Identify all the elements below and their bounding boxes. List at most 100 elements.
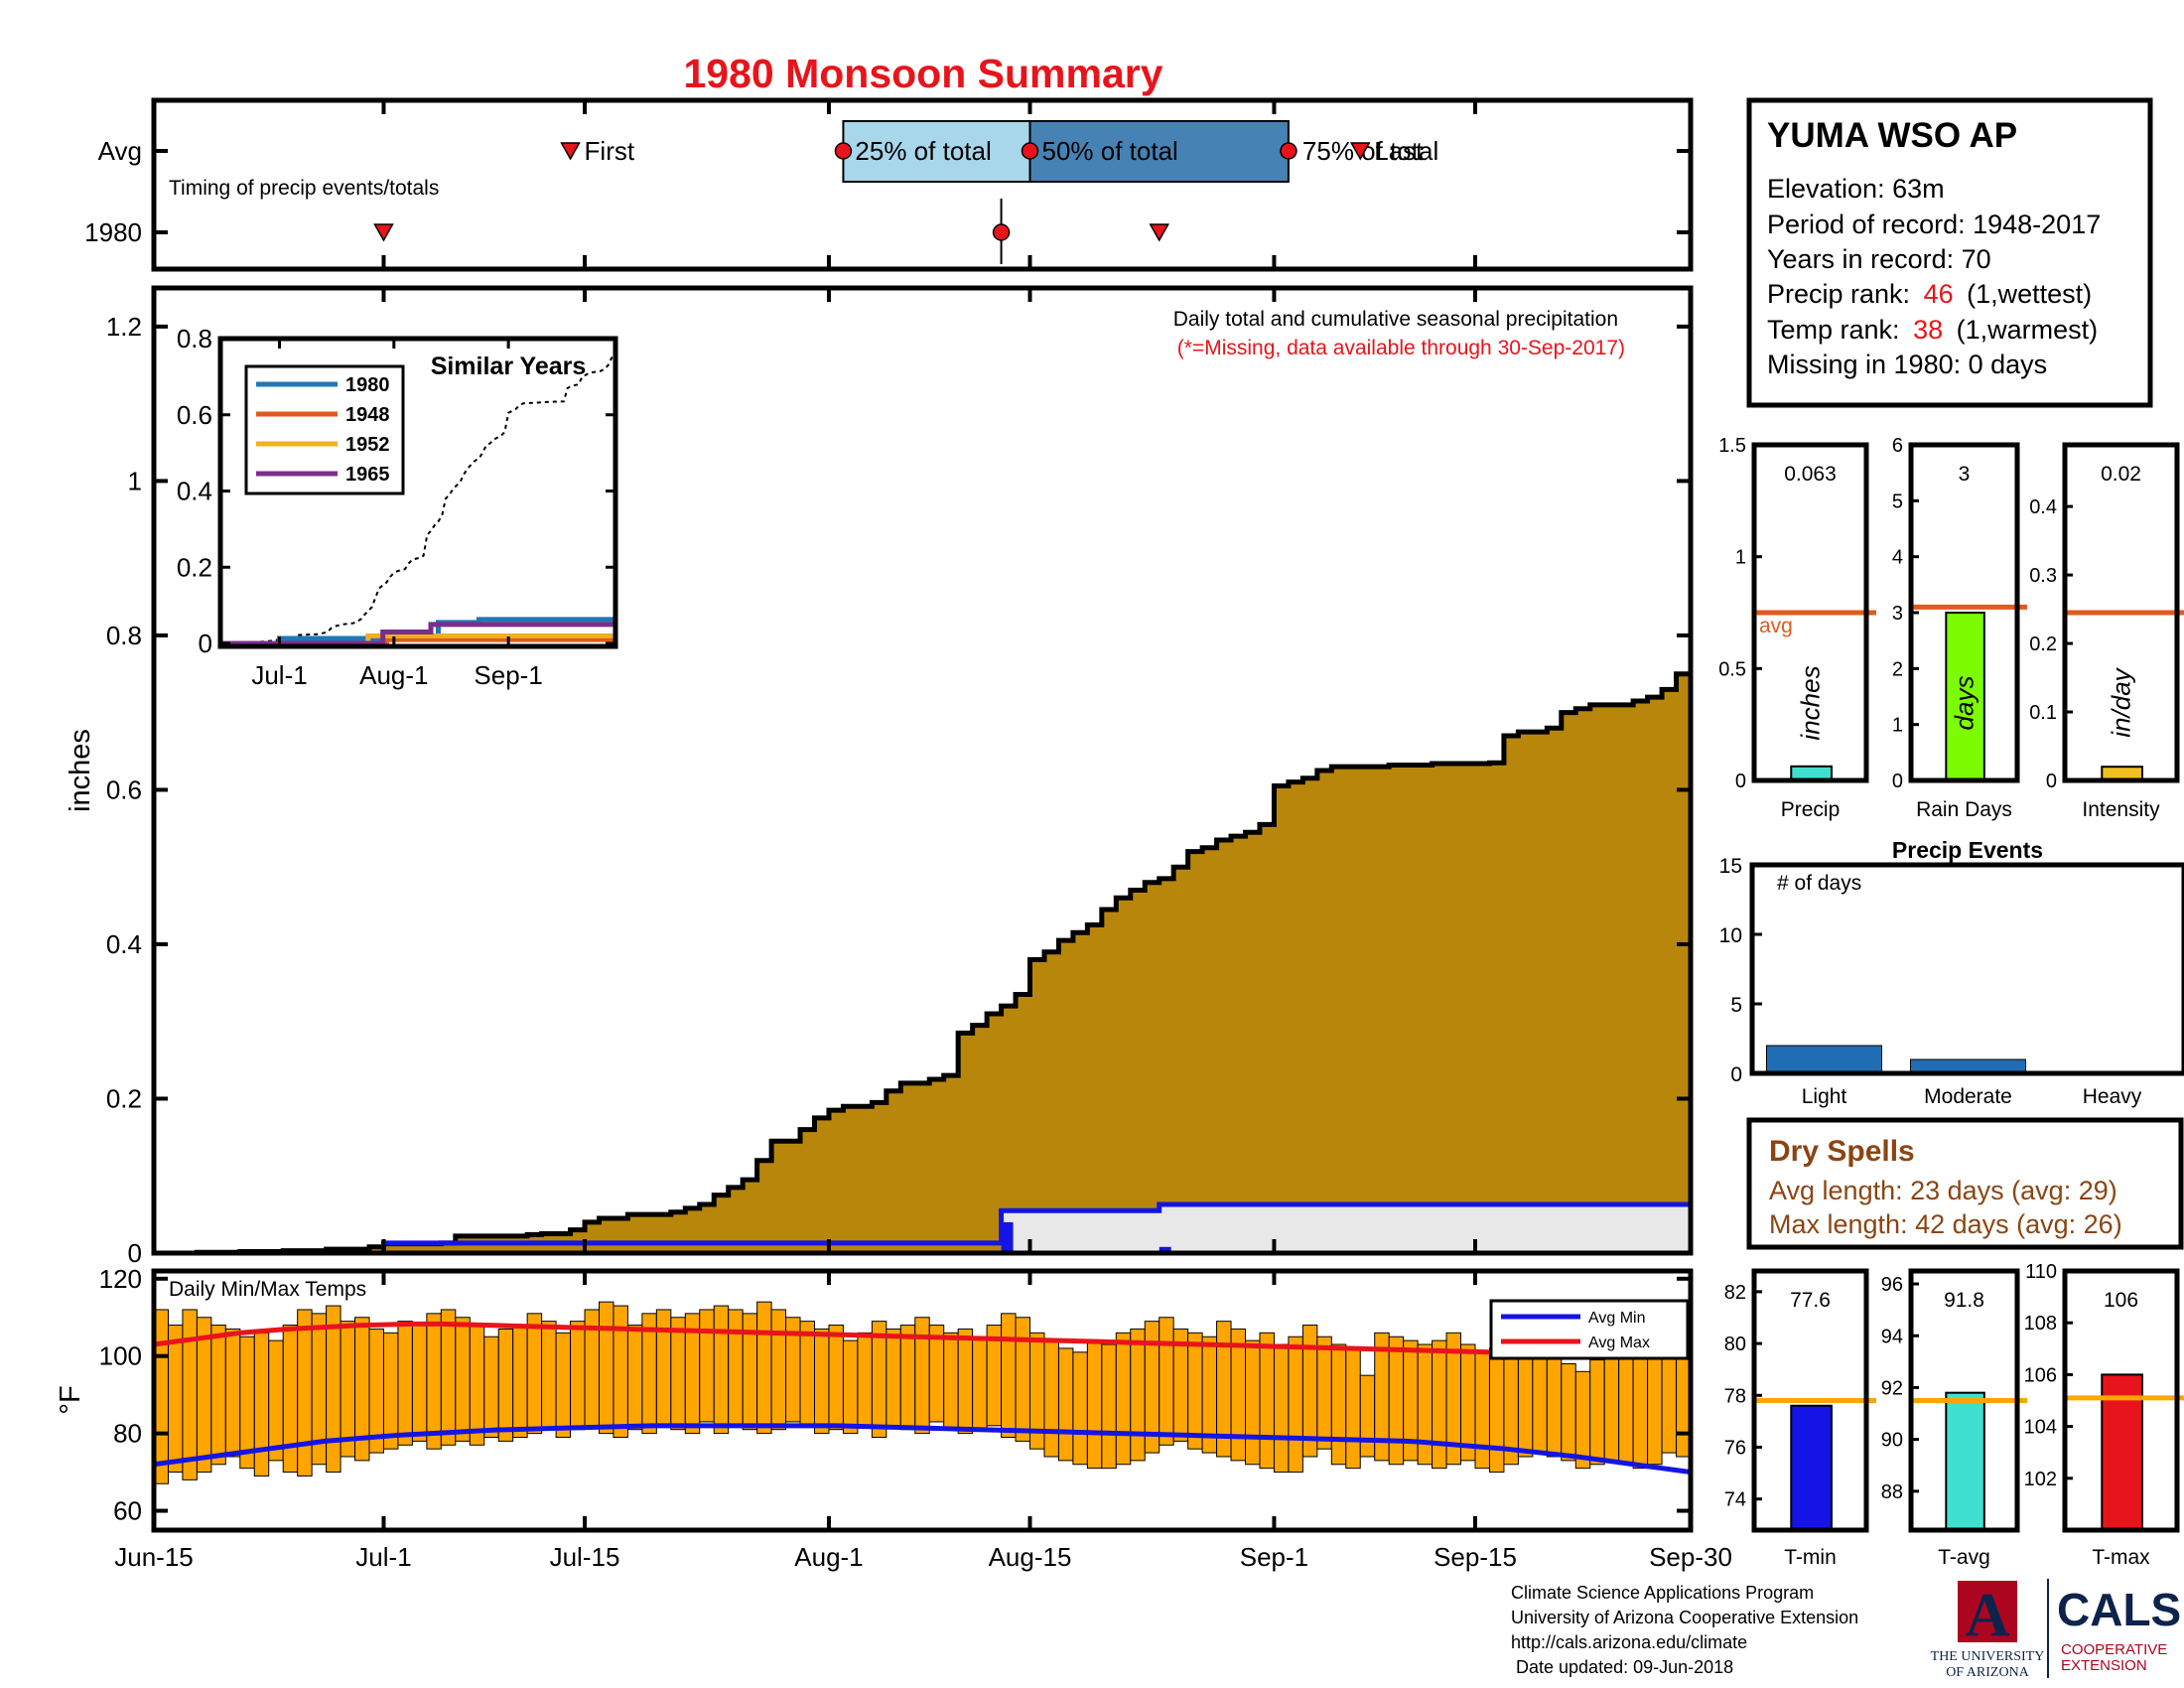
temps-chart: 60 80 100 120 Daily Min/Max Temps °F Avg Mi… — [55, 1264, 1694, 1533]
avg-p25-marker — [834, 142, 853, 160]
timing-row-label-avg: Avg — [98, 136, 142, 166]
temp-range-bar-22 — [469, 1325, 485, 1446]
similar-legend-label-1952: 1952 — [345, 434, 390, 456]
tmax_bar-ytick-label-4: 110 — [2025, 1261, 2057, 1283]
temp-range-bar-105 — [1661, 1351, 1678, 1454]
dry-spells-frame — [1746, 1117, 2184, 1250]
tmax_bar-ytick-label-3: 108 — [2024, 1313, 2057, 1335]
small-chart-tavg_bar: 88 90 92 94 96 91.8 T-avg — [1881, 1268, 2027, 1569]
temp-range-bar-104 — [1647, 1347, 1663, 1466]
temps-ytick-label-2: 100 — [99, 1341, 142, 1371]
tmin_bar-ytick-label-3: 80 — [1724, 1334, 1746, 1355]
similar-ytick-label-0: 0 — [199, 629, 212, 658]
avg-last-marker — [1349, 142, 1371, 161]
small-chart-tmax_bar: 102 104 106 108 110 106 T-max — [2024, 1261, 2184, 1569]
raindays_bar-category-label: Rain Days — [1916, 798, 2012, 821]
temp-range-bar-77 — [1259, 1332, 1275, 1470]
daily-precip-bar-1 — [1159, 1246, 1171, 1253]
tmax_bar-value-bar — [2101, 1373, 2143, 1532]
temp-range-bar-8 — [268, 1339, 284, 1462]
xtick-label-0: Jun-15 — [114, 1542, 194, 1572]
main-annotation: Daily total and cumulative seasonal prec… — [1173, 308, 1618, 331]
avg-cumulative-area — [154, 673, 1691, 1253]
station-name: YUMA WSO AP — [1767, 116, 2017, 155]
temp-range-bar-102 — [1618, 1347, 1634, 1466]
tmin_bar-value-label: 77.6 — [1790, 1289, 1831, 1312]
temps-ytick-label-1: 80 — [113, 1419, 142, 1449]
cals-logo: CALS COOPERATIVE EXTENSION — [2057, 1584, 2181, 1674]
temp-range-bar-12 — [326, 1305, 341, 1474]
raindays_bar-value-label: 3 — [1959, 463, 1971, 486]
main-plot-area — [154, 671, 1691, 1256]
temp-range-bar-75 — [1230, 1328, 1247, 1462]
events-ytick-label-3: 15 — [1719, 855, 1742, 878]
temp-range-bar-62 — [1043, 1339, 1059, 1458]
temp-range-bar-92 — [1474, 1351, 1490, 1470]
intensity_bar-frame — [2062, 442, 2180, 783]
temps-legend: Avg Min Avg Max — [1489, 1299, 1690, 1360]
temp-range-bar-93 — [1488, 1347, 1505, 1474]
station-info-frame — [1746, 97, 2153, 408]
temp-range-bar-84 — [1359, 1374, 1376, 1458]
intensity_bar-value-label: 0.02 — [2101, 463, 2141, 486]
temp-rank-label: Temp rank: — [1767, 315, 1900, 345]
events-frame — [1749, 862, 2184, 1076]
avg-first-label: First — [585, 136, 635, 166]
university-of-arizona-logo: A THE UNIVERSITY OF ARIZONA — [1931, 1581, 2044, 1680]
temp-rank: Temp rank: 38 (1,warmest) — [1767, 315, 2098, 345]
footer-line-4: Date updated: 09-Jun-2018 — [1516, 1657, 1733, 1677]
similar-xtick-label-1: Aug-1 — [359, 660, 428, 690]
temps-axis-ticks: 60 80 100 120 — [99, 1264, 1691, 1526]
year-first-marker — [373, 223, 394, 242]
temp-range-bar-60 — [1015, 1317, 1031, 1442]
timing-row-label-year: 1980 — [84, 217, 142, 247]
temp-range-bar-83 — [1345, 1347, 1361, 1470]
temp-range-bar-55 — [943, 1332, 959, 1431]
temp-range-bar-72 — [1187, 1332, 1203, 1450]
temp-range-bar-7 — [253, 1332, 270, 1477]
temp-range-bar-24 — [497, 1328, 514, 1442]
year-p50-marker — [992, 223, 1011, 241]
events-category-label-light: Light — [1802, 1085, 1847, 1108]
figure-title: 1980 Monsoon Summary — [683, 51, 1162, 96]
temp-range-bar-101 — [1603, 1351, 1620, 1462]
temp-range-bar-38 — [699, 1309, 715, 1423]
temp-range-bar-45 — [799, 1321, 815, 1427]
intensity_bar-unit-label: in/day — [2107, 666, 2136, 737]
temp-range-bar-39 — [713, 1305, 730, 1435]
tavg_bar-ytick-label-2: 92 — [1881, 1377, 1903, 1399]
main-ytick-label-5: 1 — [128, 466, 142, 495]
temp-range-bar-33 — [626, 1325, 643, 1431]
temp-range-bar-96 — [1532, 1347, 1548, 1454]
temp-range-bar-81 — [1316, 1336, 1332, 1450]
temps-legend-frame — [1489, 1299, 1690, 1360]
temp-range-bar-36 — [670, 1317, 686, 1431]
main-ytick-label-1: 0.2 — [106, 1083, 142, 1113]
events-ytick-label-0: 0 — [1730, 1063, 1742, 1086]
temp-range-bar-46 — [813, 1328, 830, 1435]
cals-sub-line-1: COOPERATIVE — [2061, 1641, 2167, 1658]
avg-p25-label: 25% of total — [855, 136, 991, 166]
temp-range-bar-43 — [770, 1309, 787, 1431]
temps-avg-min-line — [153, 1423, 1692, 1476]
temp-range-bar-20 — [440, 1309, 457, 1446]
similar-xtick-label-2: Sep-1 — [474, 660, 542, 690]
temp-range-bar-99 — [1574, 1370, 1591, 1470]
precip-rank: Precip rank: 46 (1,wettest) — [1767, 279, 2092, 309]
intensity_bar-ytick-label-3: 0.3 — [2029, 565, 2057, 587]
avg-last-label: Last — [1374, 136, 1424, 166]
avg-p50-marker — [1021, 142, 1039, 160]
temp-range-bar-42 — [756, 1301, 772, 1435]
raindays_bar-ytick-label-0: 0 — [1892, 771, 1903, 792]
ua-logo-letter: A — [1966, 1582, 2010, 1649]
events-category-label-moderate: Moderate — [1924, 1085, 2012, 1108]
main-ytick-label-6: 1.2 — [106, 312, 142, 342]
temp-range-bar-66 — [1101, 1343, 1117, 1470]
dry-spells-box: Dry Spells Avg length: 23 days (avg: 29)… — [1746, 1117, 2184, 1250]
temp-range-bar-21 — [455, 1317, 471, 1442]
tmax_bar-category-label: T-max — [2092, 1546, 2150, 1569]
precip-rank-label: Precip rank: — [1767, 279, 1910, 309]
tavg_bar-ytick-label-1: 90 — [1881, 1430, 1903, 1452]
tmin_bar-ytick-label-0: 74 — [1724, 1489, 1746, 1511]
footer-line-2: University of Arizona Cooperative Extens… — [1511, 1608, 1858, 1627]
